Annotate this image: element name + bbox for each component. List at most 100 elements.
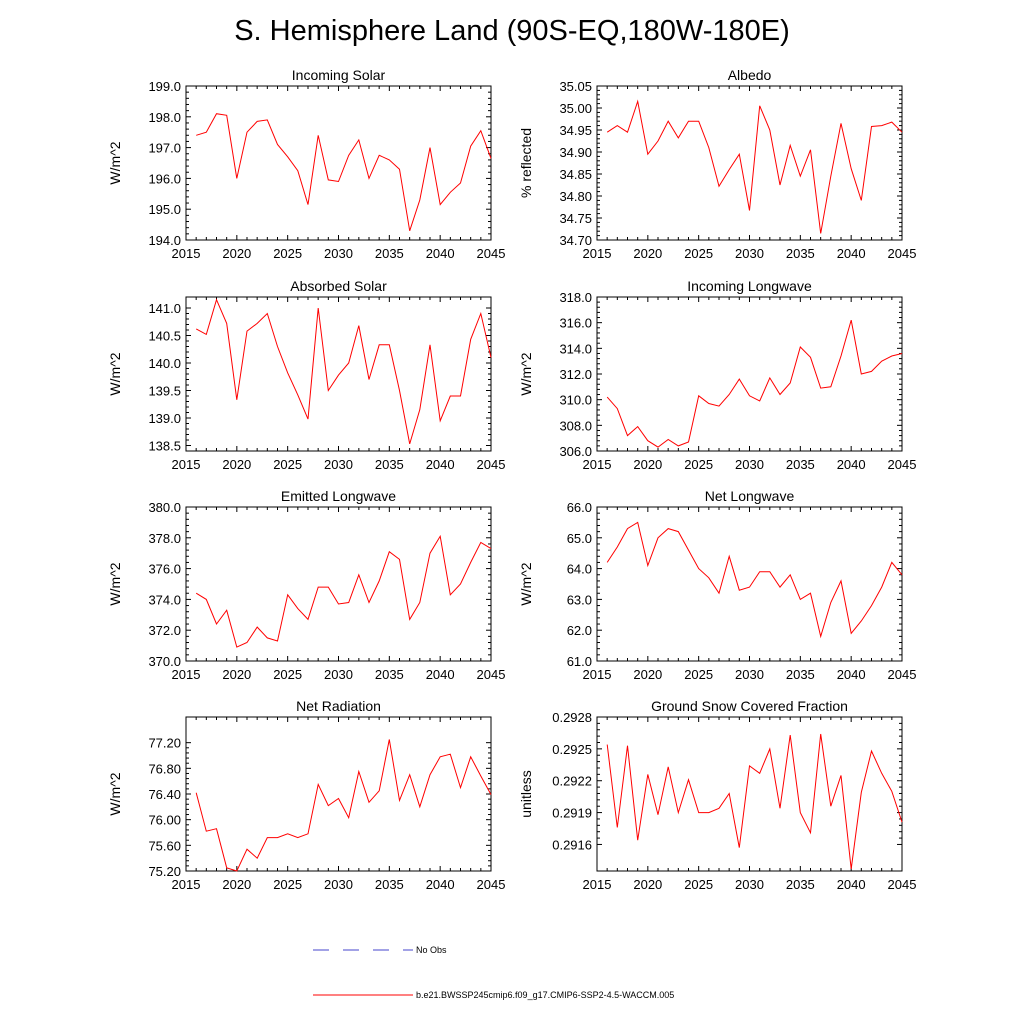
x-tick-label: 2030 xyxy=(324,667,353,682)
plot-frame xyxy=(596,296,903,452)
x-tick-label: 2015 xyxy=(172,457,201,472)
panel-title: Absorbed Solar xyxy=(290,278,387,294)
series-line-net-longwave xyxy=(606,521,903,639)
y-tick-label: 318.0 xyxy=(559,290,592,305)
y-tick-label: 75.20 xyxy=(148,864,181,879)
figure-title: S. Hemisphere Land (90S-EQ,180W-180E) xyxy=(234,15,790,47)
x-tick-label: 2040 xyxy=(426,667,455,682)
x-tick-label: 2015 xyxy=(583,457,612,472)
plot-frame xyxy=(185,506,492,662)
x-tick-label: 2025 xyxy=(273,457,302,472)
x-tick-label: 2035 xyxy=(375,457,404,472)
y-tick-label: 376.0 xyxy=(148,562,181,577)
x-tick-label: 2030 xyxy=(735,877,764,892)
y-tick-label: 310.0 xyxy=(559,393,592,408)
series-line-incoming-longwave xyxy=(606,319,903,448)
panel-emitted-longwave: Emitted Longwave W/m^2 2015 2020 2025 2030 203… xyxy=(107,488,505,682)
x-tick-label: 2045 xyxy=(888,457,917,472)
x-tick-label: 2040 xyxy=(837,457,866,472)
panel-incoming-longwave: Incoming Longwave W/m^2 2015 2020 2025 2030 20… xyxy=(518,278,916,472)
series-line-albedo xyxy=(606,99,903,234)
x-tick-label: 2030 xyxy=(735,667,764,682)
y-tick-label: 196.0 xyxy=(148,171,181,186)
x-tick-label: 2025 xyxy=(684,877,713,892)
panel-title: Incoming Longwave xyxy=(687,278,812,294)
x-tick-label: 2020 xyxy=(222,667,251,682)
x-tick-label: 2035 xyxy=(375,667,404,682)
y-tick-label: 308.0 xyxy=(559,418,592,433)
y-tick-label: 64.0 xyxy=(567,562,592,577)
x-tick-label: 2045 xyxy=(477,246,506,261)
panel-title: Ground Snow Covered Fraction xyxy=(651,698,848,714)
x-tick-label: 2030 xyxy=(735,457,764,472)
plot-frame xyxy=(596,85,903,241)
series-line-incoming-solar xyxy=(196,113,492,231)
y-tick-label: 77.20 xyxy=(148,736,181,751)
x-tick-label: 2040 xyxy=(426,246,455,261)
x-tick-label: 2025 xyxy=(684,457,713,472)
series-line-absorbed-solar xyxy=(195,298,492,445)
y-tick-label: 372.0 xyxy=(148,623,181,638)
y-tick-label: 0.2919 xyxy=(552,806,592,821)
x-tick-label: 2015 xyxy=(172,246,201,261)
plot-frame xyxy=(596,716,903,872)
x-tick-label: 2020 xyxy=(222,457,251,472)
y-tick-label: 34.75 xyxy=(559,211,592,226)
x-tick-label: 2040 xyxy=(837,877,866,892)
y-tick-label: 0.2925 xyxy=(552,742,592,757)
panel-net-radiation: Net Radiation W/m^2 2015 2020 2025 2030 2035 20… xyxy=(107,698,505,892)
legend-model-label: b.e21.BWSSP245cmip6.f09_g17.CMIP6-SSP2-4… xyxy=(416,990,674,1000)
y-tick-label: 199.0 xyxy=(148,79,181,94)
y-tick-label: 314.0 xyxy=(559,341,592,356)
panel-albedo: Albedo % reflected 2015 2020 2025 2030 2035 204… xyxy=(518,67,916,261)
y-tick-label: 197.0 xyxy=(148,141,181,156)
x-tick-label: 2035 xyxy=(375,246,404,261)
y-axis-label: W/m^2 xyxy=(518,562,534,605)
y-tick-label: 306.0 xyxy=(559,444,592,459)
x-tick-label: 2035 xyxy=(786,246,815,261)
y-tick-label: 34.90 xyxy=(559,145,592,160)
y-tick-label: 76.80 xyxy=(148,761,181,776)
y-tick-label: 75.60 xyxy=(148,838,181,853)
y-tick-label: 34.95 xyxy=(559,123,592,138)
y-tick-label: 76.40 xyxy=(148,787,181,802)
y-tick-label: 378.0 xyxy=(148,531,181,546)
x-tick-label: 2020 xyxy=(633,457,662,472)
series-line-net-radiation xyxy=(195,739,492,872)
y-tick-label: 61.0 xyxy=(567,654,592,669)
x-tick-label: 2045 xyxy=(477,457,506,472)
plot-frame xyxy=(185,716,492,872)
y-tick-label: 63.0 xyxy=(567,592,592,607)
y-tick-label: 0.2928 xyxy=(552,710,592,725)
y-tick-label: 198.0 xyxy=(148,110,181,125)
legend-obs-label: No Obs xyxy=(416,945,447,955)
x-tick-label: 2015 xyxy=(172,877,201,892)
panels-group: Incoming Solar W/m^2 2015 2020 2025 2030 2035 2… xyxy=(107,67,916,892)
y-axis-label: W/m^2 xyxy=(107,772,123,815)
x-tick-label: 2035 xyxy=(786,667,815,682)
x-tick-label: 2035 xyxy=(786,457,815,472)
y-tick-label: 0.2916 xyxy=(552,837,592,852)
x-tick-label: 2015 xyxy=(172,667,201,682)
x-tick-label: 2045 xyxy=(888,246,917,261)
x-tick-label: 2045 xyxy=(888,877,917,892)
y-tick-label: 76.00 xyxy=(148,813,181,828)
panel-net-longwave: Net Longwave W/m^2 2015 2020 2025 2030 2035 204… xyxy=(518,488,916,682)
y-axis-label: W/m^2 xyxy=(107,352,123,395)
y-tick-label: 139.0 xyxy=(148,411,181,426)
x-tick-label: 2035 xyxy=(786,877,815,892)
x-tick-label: 2025 xyxy=(273,877,302,892)
y-tick-label: 66.0 xyxy=(567,500,592,515)
x-tick-label: 2045 xyxy=(888,667,917,682)
x-tick-label: 2025 xyxy=(273,246,302,261)
y-axis-label: W/m^2 xyxy=(107,141,123,184)
x-tick-label: 2040 xyxy=(426,457,455,472)
x-tick-label: 2015 xyxy=(583,877,612,892)
y-tick-label: 35.05 xyxy=(559,79,592,94)
y-tick-label: 370.0 xyxy=(148,654,181,669)
x-tick-label: 2045 xyxy=(477,667,506,682)
y-tick-label: 374.0 xyxy=(148,592,181,607)
panel-title: Incoming Solar xyxy=(292,67,386,83)
y-tick-label: 34.70 xyxy=(559,233,592,248)
